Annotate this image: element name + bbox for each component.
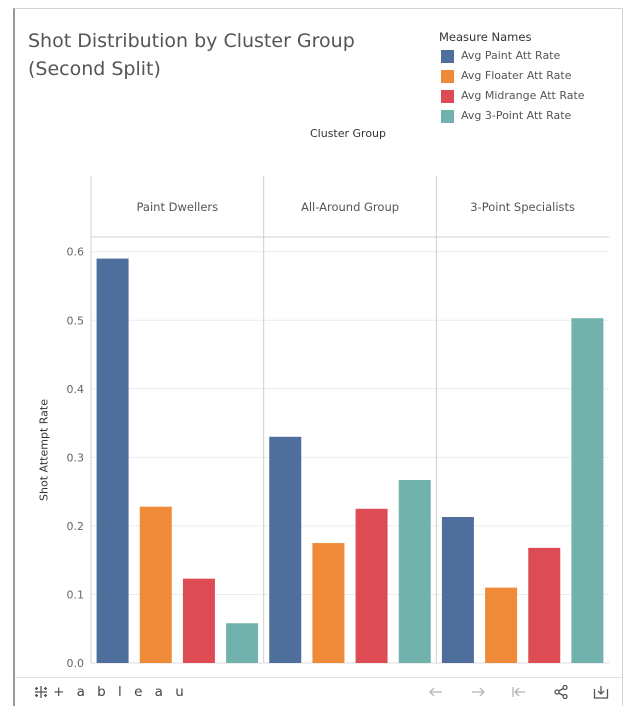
legend-label-midrange: Avg Midrange Att Rate <box>461 89 585 102</box>
legend-swatch-3point <box>441 110 454 123</box>
legend-label-floater: Avg Floater Att Rate <box>461 69 572 82</box>
legend-swatch-floater <box>441 70 454 83</box>
y-tick-label: 0.1 <box>67 588 85 601</box>
panel-header-label: 3-Point Specialists <box>470 200 575 214</box>
download-icon <box>593 686 609 699</box>
bar <box>398 479 431 663</box>
revert-icon <box>512 687 525 697</box>
tableau-logo[interactable]: + a b l e a u <box>33 683 188 701</box>
y-axis-label: Shot Attempt Rate <box>37 399 51 501</box>
panel-header-label: Paint Dwellers <box>137 200 219 214</box>
tableau-toolbar: + a b l e a u <box>15 677 622 707</box>
y-tick-label: 0.6 <box>67 246 85 259</box>
y-tick-label: 0.5 <box>67 314 85 327</box>
legend-title: Measure Names <box>439 30 532 44</box>
chart-title-line-2: (Second Split) <box>28 58 161 80</box>
legend-label-paint: Avg Paint Att Rate <box>461 49 561 62</box>
revert-button[interactable] <box>509 682 529 702</box>
tableau-logo-icon <box>35 686 47 698</box>
bar <box>139 506 172 663</box>
y-tick-label: 0.2 <box>67 520 85 533</box>
y-tick-label: 0.4 <box>67 383 85 396</box>
bar <box>269 436 302 663</box>
legend-label-3point: Avg 3-Point Att Rate <box>461 109 572 122</box>
redo-button[interactable] <box>468 682 488 702</box>
bar <box>312 543 345 663</box>
y-tick-label: 0.0 <box>67 657 85 670</box>
bar-chart: 0.0 0.1 0.2 0.3 0.4 0.5 0.6 Paint Dwellers All-A… <box>67 176 609 670</box>
y-tick-label: 0.3 <box>67 451 85 464</box>
bar <box>96 258 129 663</box>
chart-title-line-1: Shot Distribution by Cluster Group <box>28 30 355 52</box>
bar <box>528 547 561 663</box>
undo-button[interactable] <box>426 682 446 702</box>
legend-swatch-paint <box>441 50 454 63</box>
download-button[interactable] <box>591 682 611 702</box>
bar <box>441 516 474 663</box>
tableau-logo-text: + a b l e a u <box>53 684 188 700</box>
bar <box>571 318 604 663</box>
bar <box>485 587 518 663</box>
share-icon <box>554 684 568 700</box>
panel-header-label: All-Around Group <box>301 200 399 214</box>
bar <box>226 623 259 663</box>
bar <box>182 578 215 663</box>
undo-icon <box>429 687 442 697</box>
share-button[interactable] <box>551 682 571 702</box>
redo-icon <box>472 687 485 697</box>
bar <box>355 508 388 663</box>
column-header-cluster-group: Cluster Group <box>309 127 387 140</box>
legend-swatch-midrange <box>441 90 454 103</box>
